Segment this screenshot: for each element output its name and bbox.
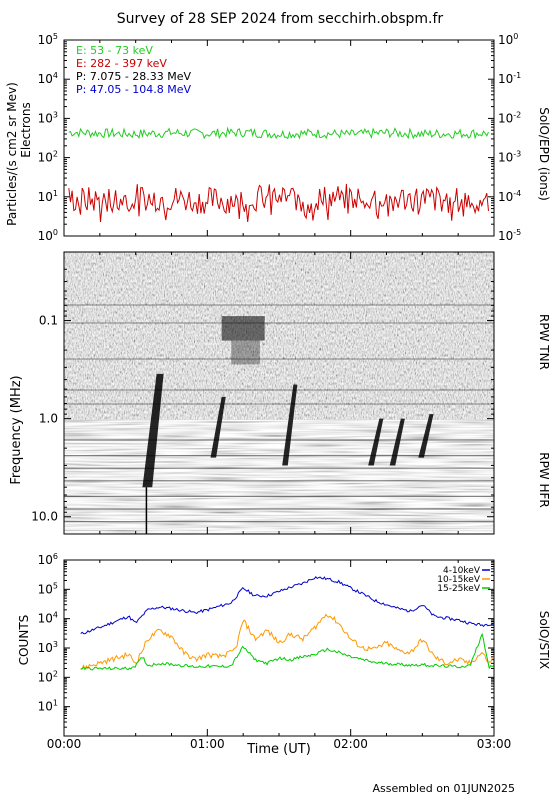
radio-panel: 0.1 1.0 10.0 Frequency (MHz) RPW TNR RPW H… xyxy=(9,251,550,535)
type-iii-burst xyxy=(368,418,384,466)
p1-legend-entry: E: 53 - 73 keV xyxy=(76,44,153,57)
tnr-spectrogram xyxy=(64,252,494,420)
p1-ytick-label: 102 xyxy=(38,150,58,165)
radio-right-label-hfr: RPW HFR xyxy=(537,452,550,508)
p3-xtick-label: 01:00 xyxy=(190,737,225,751)
stix-axis-ticks: 101 102 103 104 105 106 00:00 01:00 02:00 03:00 xyxy=(38,552,512,751)
particles-series-group xyxy=(68,126,489,223)
stix-right-label: SolO/STIX xyxy=(537,611,550,670)
p3-series-2 xyxy=(80,632,494,671)
p1-y2tick-label: 100 xyxy=(498,32,518,47)
particles-axis-ticks: 100 10-5 101 10-4 102 10-3 103 10-2 104 10-1 105 10… xyxy=(38,32,522,243)
radio-right-label-tnr: RPW TNR xyxy=(537,314,550,370)
particles-ylabel: Particles/(s cm2 sr Mev) xyxy=(5,82,19,226)
p3-ytick-label: 104 xyxy=(38,611,58,626)
stix-xlabel: Time (UT) xyxy=(246,742,311,757)
p1-ytick-label: 103 xyxy=(38,110,58,125)
particles-panel: 100 10-5 101 10-4 102 10-3 103 10-2 104 10-1 105 10… xyxy=(5,32,550,243)
stix-series-group xyxy=(80,576,494,671)
hfr-spectrogram xyxy=(64,420,494,534)
p1-ytick-label: 104 xyxy=(38,71,58,86)
p1-y2tick-label: 10-1 xyxy=(498,71,521,86)
p3-legend-entry: 10-15keV xyxy=(437,575,481,585)
p3-series-0 xyxy=(80,576,494,635)
p1-y2tick-label: 10-3 xyxy=(498,150,521,165)
tnr-activity-patch xyxy=(231,340,260,365)
radio-bursts-group xyxy=(64,304,494,534)
p1-ytick-label: 100 xyxy=(38,228,58,243)
stix-plot-frame xyxy=(63,559,495,737)
p3-ytick-label: 103 xyxy=(38,640,58,655)
p3-ytick-label: 105 xyxy=(38,581,58,596)
p1-legend-entry: E: 282 - 397 keV xyxy=(76,57,167,70)
p1-y2tick-label: 10-4 xyxy=(498,189,521,204)
p2-ytick-label: 10.0 xyxy=(31,510,58,524)
p3-xtick-label: 03:00 xyxy=(477,737,512,751)
p1-ytick-label: 105 xyxy=(38,32,58,47)
stix-ylabel: COUNTS xyxy=(17,615,31,666)
type-iii-burst xyxy=(418,414,434,458)
p1-y2tick-label: 10-5 xyxy=(498,228,521,243)
particles-right-label: SolO/EPD (ions) xyxy=(537,107,550,201)
p1-legend-entry: P: 7.075 - 28.33 MeV xyxy=(76,70,192,83)
stix-panel: 101 102 103 104 105 106 00:00 01:00 02:00 03:00 4… xyxy=(17,552,550,757)
p3-xtick-label: 02:00 xyxy=(333,737,368,751)
radio-axis-ticks: 0.1 1.0 10.0 xyxy=(31,251,495,534)
p1-y2tick-label: 10-2 xyxy=(498,110,521,125)
figure-title: Survey of 28 SEP 2024 from secchirh.obsp… xyxy=(117,11,444,27)
footer-assembled: Assembled on 01JUN2025 xyxy=(373,782,515,795)
p3-legend-entry: 15-25keV xyxy=(437,584,481,594)
p3-legend-entry: 4-10keV xyxy=(443,566,481,576)
p1-series-0 xyxy=(68,126,489,140)
tnr-activity-patch xyxy=(221,316,265,341)
p2-ytick-label: 0.1 xyxy=(39,314,58,328)
p1-legend-entry: P: 47.05 - 104.8 MeV xyxy=(76,83,192,96)
p3-ytick-label: 102 xyxy=(38,669,58,684)
p1-ytick-label: 101 xyxy=(38,189,58,204)
p3-xtick-label: 00:00 xyxy=(47,737,82,751)
p1-series-1 xyxy=(68,183,489,223)
type-iii-burst xyxy=(389,418,405,466)
p3-ytick-label: 101 xyxy=(38,699,58,714)
radio-ylabel: Frequency (MHz) xyxy=(9,375,24,484)
p2-ytick-label: 1.0 xyxy=(39,412,58,426)
type-iii-burst xyxy=(142,373,164,488)
type-iii-burst xyxy=(210,396,226,458)
p3-ytick-label: 106 xyxy=(38,552,58,567)
particles-ylabel2: Electrons xyxy=(19,102,33,157)
type-iii-burst xyxy=(282,384,298,466)
p3-series-1 xyxy=(80,613,494,670)
